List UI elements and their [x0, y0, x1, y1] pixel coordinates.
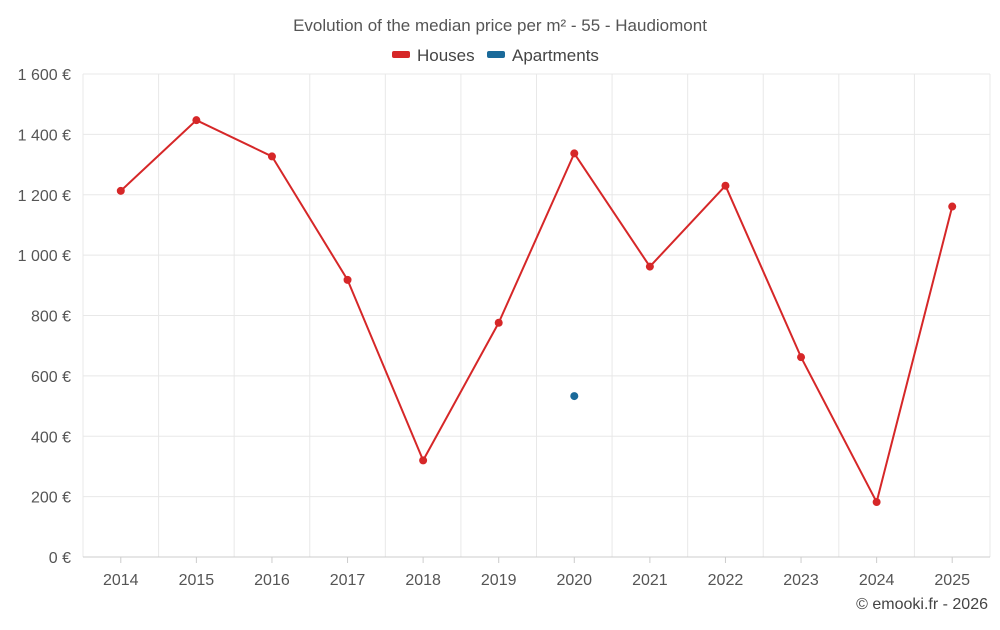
data-point-houses-2022[interactable]: Houses 2022: 1230 €	[721, 181, 730, 190]
y-tick-label: 1 600 €	[18, 67, 71, 84]
data-point-houses-2016[interactable]: Houses 2016: 1327 €	[267, 152, 276, 161]
y-tick-label: 600 €	[31, 369, 71, 386]
data-point-apartments-2020[interactable]: Apartments 2020: 533 €	[570, 392, 579, 401]
series-line-houses	[120, 119, 954, 504]
data-point-houses-2017[interactable]: Houses 2017: 918 €	[343, 275, 352, 284]
legend-item-houses[interactable]: Houses	[392, 46, 475, 65]
series-layer: Houses 2014: 1213 € Houses 2015: 1447 € Ho…	[116, 116, 957, 507]
gridlines	[82, 73, 991, 557]
x-axis: 2014 2015 2016 2017 2018 2019 2020 2021 2022 2023…	[83, 556, 990, 589]
y-tick-label: 1 400 €	[18, 127, 71, 144]
x-tick-label: 2016	[254, 572, 290, 589]
legend-swatch-houses	[392, 51, 410, 58]
x-tick-label: 2015	[179, 572, 215, 589]
x-tick-label: 2017	[330, 572, 366, 589]
y-tick-label: 1 000 €	[18, 248, 71, 265]
legend-label-apartments: Apartments	[512, 46, 599, 65]
data-point-houses-2018[interactable]: Houses 2018: 320 €	[419, 456, 428, 465]
credit-text: © emooki.fr - 2026	[856, 596, 988, 613]
x-tick-label: 2021	[632, 572, 668, 589]
data-point-houses-2024[interactable]: Houses 2024: 182 €	[872, 498, 881, 507]
legend-swatch-apartments	[487, 51, 505, 58]
data-point-houses-2023[interactable]: Houses 2023: 662 €	[797, 353, 806, 362]
x-tick-label: 2020	[556, 572, 592, 589]
data-point-houses-2021[interactable]: Houses 2021: 962 €	[645, 262, 654, 271]
y-tick-label: 200 €	[31, 490, 71, 507]
legend: Houses Apartments	[392, 46, 599, 65]
y-tick-label: 800 €	[31, 309, 71, 326]
data-point-houses-2019[interactable]: Houses 2019: 776 €	[494, 318, 503, 327]
y-tick-label: 1 200 €	[18, 188, 71, 205]
data-point-houses-2015[interactable]: Houses 2015: 1447 €	[192, 116, 201, 125]
data-point-houses-2014[interactable]: Houses 2014: 1213 €	[116, 186, 125, 195]
x-tick-label: 2022	[708, 572, 744, 589]
x-tick-label: 2018	[405, 572, 441, 589]
data-point-houses-2025[interactable]: Houses 2025: 1161 €	[948, 202, 957, 211]
x-tick-label: 2024	[859, 572, 895, 589]
chart-title: Evolution of the median price per m² - 5…	[293, 16, 707, 35]
x-tick-label: 2014	[103, 572, 139, 589]
legend-label-houses: Houses	[417, 46, 475, 65]
y-tick-label: 400 €	[31, 429, 71, 446]
x-tick-label: 2025	[934, 572, 970, 589]
x-tick-label: 2019	[481, 572, 517, 589]
legend-item-apartments[interactable]: Apartments	[487, 46, 599, 65]
y-axis: 0 € 200 € 400 € 600 € 800 € 1 000 € 1 200 € 1 4…	[18, 67, 71, 567]
data-point-houses-2020[interactable]: Houses 2020: 1337 €	[570, 149, 579, 158]
x-tick-label: 2023	[783, 572, 819, 589]
y-tick-label: 0 €	[49, 550, 71, 567]
